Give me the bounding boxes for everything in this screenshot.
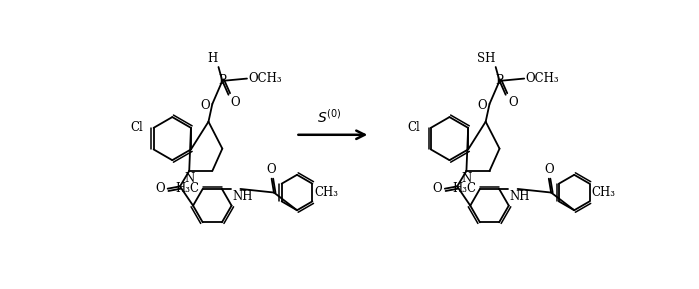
Text: Cl: Cl	[130, 121, 143, 134]
Text: O: O	[155, 182, 164, 195]
Text: Cl: Cl	[408, 121, 420, 134]
Text: N: N	[184, 172, 194, 185]
Text: O: O	[201, 99, 210, 112]
Text: OCH₃: OCH₃	[526, 72, 559, 85]
Text: NH: NH	[509, 190, 530, 203]
Text: H₃C: H₃C	[175, 182, 200, 195]
Text: CH₃: CH₃	[591, 186, 615, 199]
Text: $S^{(0)}$: $S^{(0)}$	[317, 108, 342, 125]
Text: O: O	[544, 163, 554, 176]
Text: SH: SH	[477, 53, 495, 66]
Text: OCH₃: OCH₃	[249, 72, 282, 85]
Text: NH: NH	[232, 190, 252, 203]
Text: N: N	[461, 172, 472, 185]
Text: H₃C: H₃C	[453, 182, 477, 195]
Text: O: O	[508, 96, 518, 109]
Text: P: P	[496, 74, 503, 87]
Text: H: H	[208, 53, 217, 66]
Text: O: O	[432, 182, 442, 195]
Text: P: P	[218, 74, 226, 87]
Text: O: O	[267, 163, 276, 176]
Text: O: O	[231, 96, 240, 109]
Text: O: O	[477, 99, 487, 112]
Text: CH₃: CH₃	[314, 186, 338, 199]
